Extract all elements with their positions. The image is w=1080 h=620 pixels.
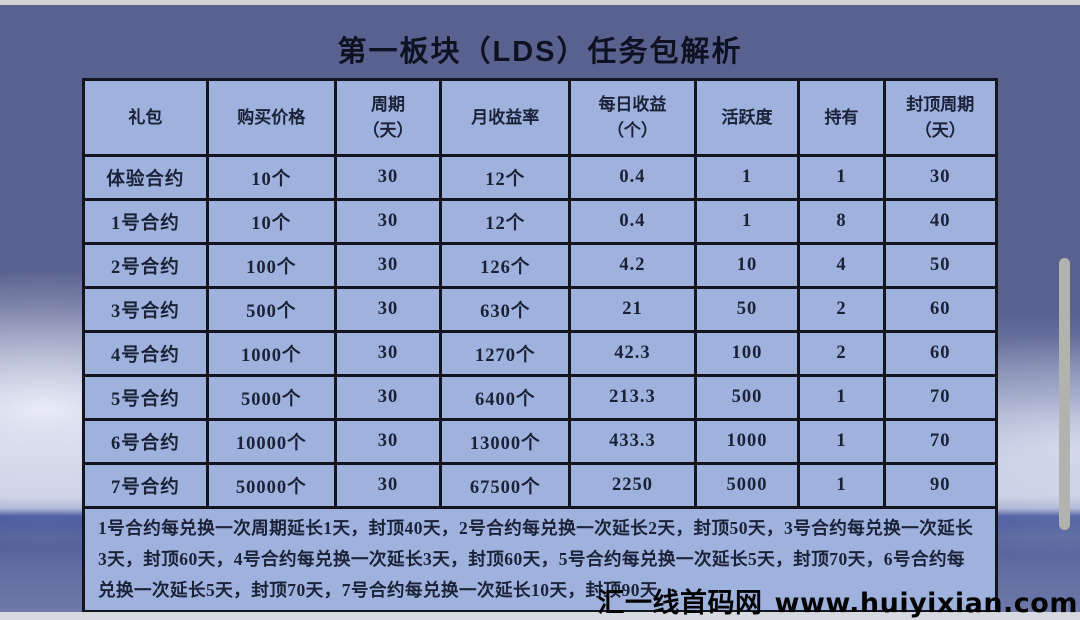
- table-cell: 2250: [568, 462, 697, 509]
- table-cell: 1270个: [439, 330, 572, 377]
- page-title: 第一板块（LDS）任务包解析: [337, 36, 743, 68]
- table-cell: 630个: [439, 286, 572, 333]
- table-cell: 5000: [693, 462, 801, 509]
- table-cell: 21: [568, 286, 697, 333]
- table-cell: 6号合约: [82, 418, 209, 465]
- table-cell: 1: [797, 418, 886, 465]
- column-header-2: 购买价格: [205, 78, 337, 157]
- table-cell: 4: [797, 242, 886, 289]
- table-cell: 1: [693, 154, 801, 201]
- table-cell: 10个: [205, 154, 337, 201]
- table-cell: 10: [693, 242, 801, 289]
- table-cell: 0.4: [568, 154, 697, 201]
- table-cell: 126个: [439, 242, 572, 289]
- column-header-8: 封顶周期 （天）: [882, 78, 999, 157]
- table-row: 4号合约 1000个 30 1270个 42.3 100 2 60: [82, 330, 999, 377]
- table-cell: 2: [797, 330, 886, 377]
- table-cell: 40: [882, 198, 999, 245]
- table-header: 礼包 购买价格 周期 （天） 月收益率 每日收益 （个） 活跃度 持有 封顶周期 （天）: [82, 78, 999, 157]
- table-row: 5号合约 5000个 30 6400个 213.3 500 1 70: [82, 374, 999, 421]
- table-cell: 30: [333, 330, 443, 377]
- table-row: 7号合约 50000个 30 67500个 2250 5000 1 90: [82, 462, 999, 509]
- table-cell: 42.3: [568, 330, 697, 377]
- column-header-5: 每日收益 （个）: [568, 78, 697, 157]
- table-cell: 50000个: [205, 462, 337, 509]
- table-cell: 500: [693, 374, 801, 421]
- table-cell: 12个: [439, 198, 572, 245]
- column-header-7: 持有: [797, 78, 886, 157]
- table-cell: 2: [797, 286, 886, 333]
- column-header-3: 周期 （天）: [333, 78, 443, 157]
- table-cell: 100: [693, 330, 801, 377]
- table-row: 6号合约 10000个 30 13000个 433.3 1000 1 70: [82, 418, 999, 465]
- table-cell: 1000: [693, 418, 801, 465]
- bottom-bar: [0, 612, 1080, 620]
- table-cell: 4号合约: [82, 330, 209, 377]
- column-header-6: 活跃度: [693, 78, 801, 157]
- table-cell: 12个: [439, 154, 572, 201]
- table-cell: 50: [882, 242, 999, 289]
- table-cell: 1: [797, 462, 886, 509]
- table-cell: 90: [882, 462, 999, 509]
- table-cell: 70: [882, 418, 999, 465]
- table-cell: 30: [333, 462, 443, 509]
- table-cell: 2号合约: [82, 242, 209, 289]
- table-row: 1号合约 10个 30 12个 0.4 1 8 40: [82, 198, 999, 245]
- table-cell: 1: [797, 154, 886, 201]
- table-footer: 1号合约每兑换一次周期延长1天，封顶40天，2号合约每兑换一次延长2天，封顶50…: [82, 505, 998, 614]
- table-cell: 10000个: [205, 418, 337, 465]
- table-cell: 13000个: [439, 418, 572, 465]
- watermark-url: www.huiyixian.com: [774, 588, 1078, 619]
- table-cell: 0.4: [568, 198, 697, 245]
- table-row: 3号合约 500个 30 630个 21 50 2 60: [82, 286, 999, 333]
- table-row: 2号合约 100个 30 126个 4.2 10 4 50: [82, 242, 999, 289]
- table-cell: 1: [797, 374, 886, 421]
- table-cell: 1: [693, 198, 801, 245]
- watermark: 汇一线首码网 www.huiyixian.com: [598, 581, 1078, 620]
- footnote-text: 1号合约每兑换一次周期延长1天，封顶40天，2号合约每兑换一次延长2天，封顶50…: [98, 518, 974, 601]
- table-cell: 1000个: [205, 330, 337, 377]
- table-body: 体验合约 10个 30 12个 0.4 1 1 30 1号合约 10个 30 12个 0.4 1 8 40 2号…: [82, 154, 999, 509]
- table-cell: 60: [882, 286, 999, 333]
- column-header-1: 礼包: [82, 78, 209, 157]
- column-header-4: 月收益率: [439, 78, 572, 157]
- table-cell: 50: [693, 286, 801, 333]
- footnote-cell: 1号合约每兑换一次周期延长1天，封顶40天，2号合约每兑换一次延长2天，封顶50…: [82, 505, 998, 614]
- table-cell: 30: [333, 418, 443, 465]
- table-cell: 5000个: [205, 374, 337, 421]
- watermark-site-name: 汇一线首码网: [597, 588, 763, 618]
- table-cell: 30: [333, 374, 443, 421]
- table-cell: 7号合约: [82, 462, 209, 509]
- table-cell: 30: [882, 154, 999, 201]
- table-cell: 体验合约: [82, 154, 209, 201]
- table-cell: 67500个: [439, 462, 572, 509]
- table-cell: 30: [333, 154, 443, 201]
- table-cell: 3号合约: [82, 286, 209, 333]
- table-cell: 30: [333, 286, 443, 333]
- table-cell: 4.2: [568, 242, 697, 289]
- top-bar: [0, 0, 1080, 5]
- table-cell: 8: [797, 198, 886, 245]
- table-cell: 70: [882, 374, 999, 421]
- table-cell: 213.3: [568, 374, 697, 421]
- table-cell: 6400个: [439, 374, 572, 421]
- table-header-row: 礼包 购买价格 周期 （天） 月收益率 每日收益 （个） 活跃度 持有 封顶周期 （天）: [82, 78, 999, 157]
- scrollbar-thumb[interactable]: [1059, 258, 1070, 530]
- table-cell: 433.3: [568, 418, 697, 465]
- table-cell: 60: [882, 330, 999, 377]
- table-cell: 100个: [205, 242, 337, 289]
- table-cell: 1号合约: [82, 198, 209, 245]
- table-cell: 500个: [205, 286, 337, 333]
- task-package-table: 礼包 购买价格 周期 （天） 月收益率 每日收益 （个） 活跃度 持有 封顶周期 （天） 体验…: [82, 78, 999, 614]
- footnote-row: 1号合约每兑换一次周期延长1天，封顶40天，2号合约每兑换一次延长2天，封顶50…: [82, 505, 998, 614]
- table-row: 体验合约 10个 30 12个 0.4 1 1 30: [82, 154, 999, 201]
- table-cell: 10个: [205, 198, 337, 245]
- table-cell: 30: [333, 198, 443, 245]
- table-cell: 30: [333, 242, 443, 289]
- table-cell: 5号合约: [82, 374, 209, 421]
